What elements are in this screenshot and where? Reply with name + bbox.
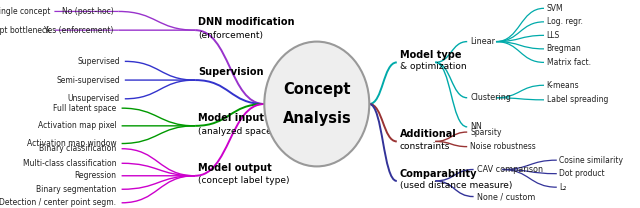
- Text: Supervision: Supervision: [198, 67, 264, 77]
- Text: (analyzed space): (analyzed space): [198, 126, 276, 136]
- Text: K-means: K-means: [547, 81, 579, 90]
- Text: Linear: Linear: [470, 37, 495, 46]
- Text: Log. regr.: Log. regr.: [547, 17, 582, 26]
- Text: Noise robustness: Noise robustness: [470, 142, 536, 151]
- Text: Binary classification: Binary classification: [39, 144, 116, 153]
- Text: L₂: L₂: [559, 183, 567, 192]
- Text: Regression: Regression: [74, 171, 116, 180]
- Text: Binary segmentation: Binary segmentation: [36, 185, 116, 194]
- Text: Concept bottleneck: Concept bottleneck: [0, 26, 51, 35]
- Text: Yes (enforcement): Yes (enforcement): [44, 26, 113, 35]
- Text: Unsupervised: Unsupervised: [67, 94, 120, 103]
- Text: SVM: SVM: [547, 4, 563, 13]
- Text: & optimization: & optimization: [400, 62, 467, 72]
- Text: NN: NN: [470, 122, 482, 131]
- Text: Sparsity: Sparsity: [470, 128, 502, 137]
- Ellipse shape: [264, 42, 369, 166]
- Text: Cosine similarity: Cosine similarity: [559, 156, 623, 165]
- Text: Supervised: Supervised: [77, 57, 120, 66]
- Text: Model type: Model type: [400, 50, 461, 60]
- Text: Bregman: Bregman: [547, 44, 581, 53]
- Text: None / custom: None / custom: [477, 192, 535, 201]
- Text: Model input: Model input: [198, 113, 264, 123]
- Text: Additional: Additional: [400, 129, 457, 139]
- Text: (used distance measure): (used distance measure): [400, 181, 513, 190]
- Text: Activation map window: Activation map window: [27, 139, 116, 148]
- Text: DNN modification: DNN modification: [198, 17, 295, 27]
- Text: Activation map pixel: Activation map pixel: [38, 121, 116, 130]
- Text: LLS: LLS: [547, 31, 560, 40]
- Text: Matrix fact.: Matrix fact.: [547, 58, 591, 67]
- Text: Model output: Model output: [198, 163, 272, 173]
- Text: CAV comparison: CAV comparison: [477, 165, 543, 174]
- Text: Semi-supervised: Semi-supervised: [56, 76, 120, 85]
- Text: Label spreading: Label spreading: [547, 95, 608, 104]
- Text: constraints: constraints: [400, 141, 451, 151]
- Text: Multi-class classification: Multi-class classification: [23, 159, 116, 168]
- Text: (concept label type): (concept label type): [198, 176, 290, 186]
- Text: Analysis: Analysis: [282, 111, 351, 126]
- Text: No (post-hoc): No (post-hoc): [61, 7, 113, 16]
- Text: Concept: Concept: [283, 82, 351, 97]
- Text: Detection / center point segm.: Detection / center point segm.: [0, 198, 116, 207]
- Text: Full latent space: Full latent space: [53, 104, 116, 113]
- Text: Clustering: Clustering: [470, 93, 511, 102]
- Text: (enforcement): (enforcement): [198, 31, 264, 40]
- Text: Single concept: Single concept: [0, 7, 51, 16]
- Text: Dot product: Dot product: [559, 169, 605, 178]
- Text: Comparability: Comparability: [400, 169, 477, 179]
